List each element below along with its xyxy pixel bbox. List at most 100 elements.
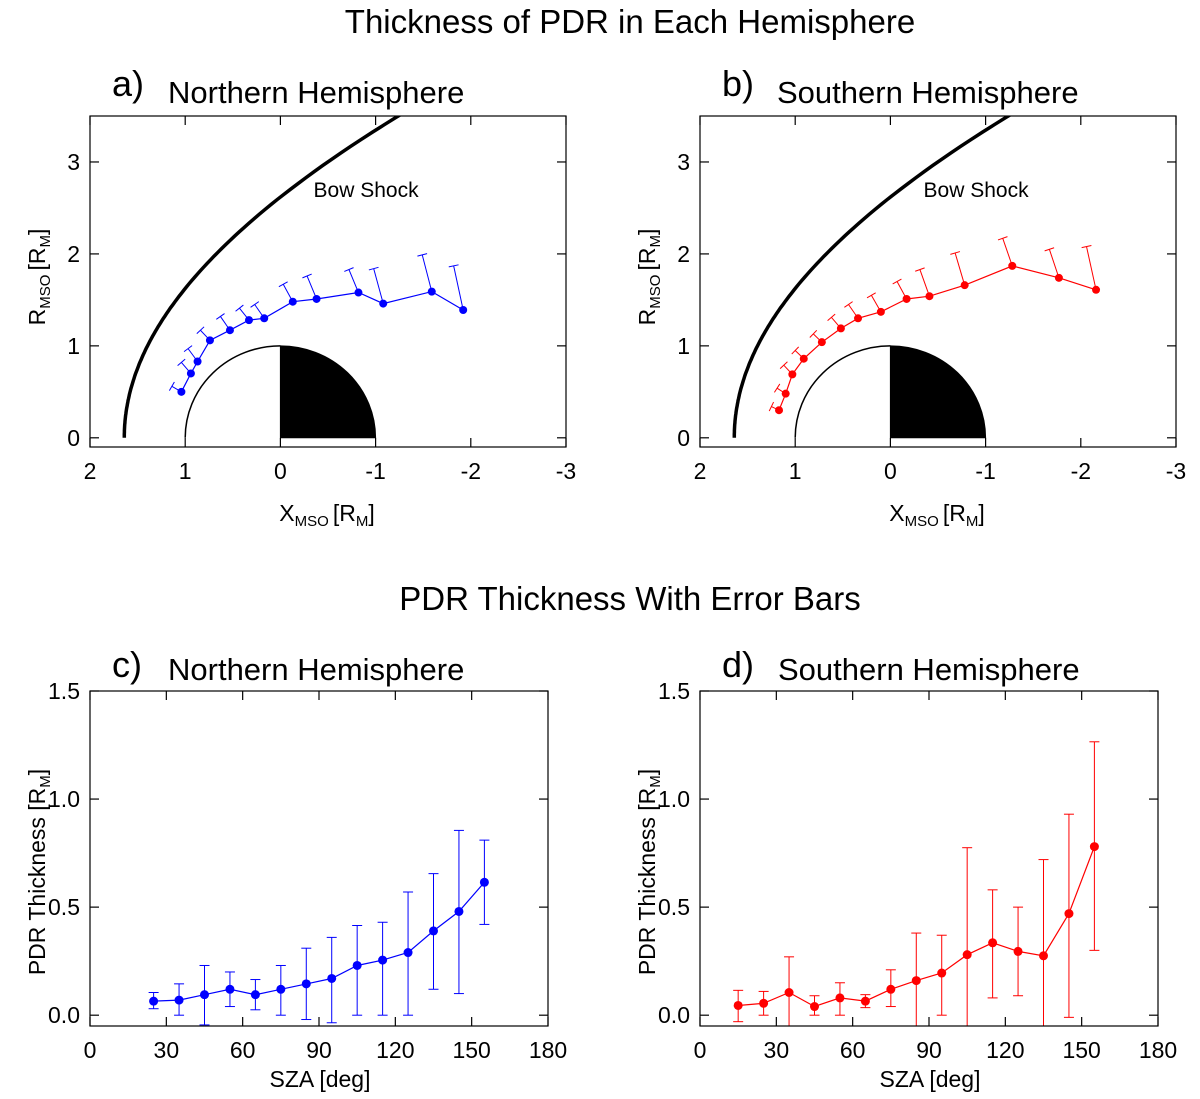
panel-a-error-bar	[306, 275, 318, 300]
panel-d-data-point	[860, 996, 870, 1006]
panel-c-ytick-label: 0.0	[48, 1002, 80, 1028]
panel-b-error-bar	[1002, 238, 1013, 267]
panel-b-xlabel: XMSO [RM]	[889, 500, 984, 530]
panel-d-data-point	[810, 1002, 819, 1012]
panel-b-error-cap	[827, 313, 836, 322]
panel-b-error-cap	[844, 301, 853, 308]
panel-c-ytick-label: 1.5	[48, 678, 80, 704]
panel-d-data-point	[1013, 946, 1023, 956]
panel-d-ytick-label: 0.0	[658, 1002, 690, 1028]
panel-a-error-bar	[373, 268, 384, 304]
panel-a-error-cap	[177, 358, 186, 367]
panel-b-xtick-label: -3	[1166, 458, 1186, 484]
panel-c-data-point	[301, 979, 311, 989]
panel-b-ytick-label: 2	[677, 241, 690, 267]
panel-c-xtick-label: 60	[230, 1037, 256, 1063]
panel-b-error-bar	[1086, 246, 1097, 290]
figure-top-title: Thickness of PDR in Each Hemisphere	[345, 3, 915, 40]
panel-c-xtick-label: 180	[529, 1037, 567, 1063]
panel-b-error-cap	[892, 278, 902, 285]
panel-d-xtick-label: 120	[986, 1037, 1024, 1063]
panel-b-data-point	[781, 389, 790, 398]
panel-b-ytick-label: 1	[677, 333, 690, 359]
panel-c-series-line	[153, 881, 485, 1002]
panel-a-error-cap	[344, 267, 354, 272]
panel-c-data-point	[225, 984, 235, 994]
panel-a-planet-dayside	[184, 345, 281, 438]
panel-d-ylabel: PDR Thickness [RM]	[634, 769, 664, 975]
panel-d-xtick-label: 90	[916, 1037, 942, 1063]
panel-c-data-point	[429, 926, 438, 936]
panel-b-error-cap	[779, 361, 788, 369]
panel-c-data-point	[479, 877, 489, 887]
panel-b-data-point	[1092, 285, 1101, 294]
panel-d: d) Southern Hemisphere 0 30 60 90 120 150 1800…	[634, 644, 1177, 1092]
panel-b-xtick-label: -2	[1071, 458, 1091, 484]
panel-b-planet-nightside	[889, 345, 987, 439]
panel-b-error-cap	[915, 267, 925, 272]
panel-d-data-point	[733, 1000, 743, 1010]
panel-b-error-cap	[768, 401, 775, 412]
panel-a-data-point	[193, 357, 202, 366]
panel-a-clipped	[122, 116, 402, 439]
panel-b-data-point	[799, 354, 808, 363]
panel-d-xtick-label: 150	[1062, 1037, 1100, 1063]
panel-a-data-point	[244, 316, 253, 325]
panel-a-data-point	[260, 314, 269, 323]
panel-a-ytick-label: 1	[67, 333, 80, 359]
panel-d-plot: 0 30 60 90 120 150 180 0.0 0.5 1.0 1.5	[658, 678, 1177, 1063]
panel-d-tag: d)	[722, 644, 754, 685]
panel-a-data-point	[177, 387, 186, 396]
panel-a-bow-shock-label: Bow Shock	[314, 179, 420, 202]
panel-a-ytick-label: 0	[67, 425, 80, 451]
panel-b-data-point	[788, 370, 797, 379]
panel-a-ytick-label: 2	[67, 241, 80, 267]
panel-c-tag: c)	[112, 644, 142, 685]
panel-d-ytick-label: 1.0	[658, 786, 690, 812]
panel-a-xlabel: XMSO [RM]	[279, 500, 374, 530]
panel-b-error-cap	[866, 292, 876, 299]
panel-a-error-cap	[417, 253, 428, 257]
panel-c-plot: 0 30 60 90 120 150 180 0.0 0.5 1.0 1.5	[48, 678, 567, 1063]
panel-c-data-point	[378, 955, 388, 965]
panel-b-ytick-label: 3	[677, 149, 690, 175]
panel-a-error-cap	[196, 326, 205, 335]
panel-c-xtick-label: 150	[452, 1037, 490, 1063]
panel-c-frame	[89, 690, 549, 1027]
panel-d-xtick-label: 60	[840, 1037, 866, 1063]
panel-d-data-point	[937, 968, 947, 978]
panel-b-plot: Bow Shock 2 1 0 -1 -2 -3 0 1 2 3	[677, 115, 1186, 484]
panel-a-error-cap	[278, 281, 288, 288]
panel-b-data-point	[925, 292, 934, 301]
panel-d-ytick-label: 0.5	[658, 894, 690, 920]
panel-c: c) Northern Hemisphere 0 30 60 90 120 150 1800…	[24, 644, 567, 1092]
panel-b-data-point	[1054, 273, 1063, 282]
panel-c-xtick-label: 120	[376, 1037, 414, 1063]
panel-b-bow-shock-label: Bow Shock	[924, 179, 1030, 202]
panel-d-xtick-label: 0	[694, 1037, 707, 1063]
panel-c-data-point	[454, 906, 464, 916]
panel-a-planet-nightside	[279, 345, 377, 439]
panel-b-error-cap	[791, 346, 800, 355]
panel-a-xtick-label: 2	[84, 458, 97, 484]
panel-a-error-bar	[348, 269, 359, 293]
panel-d-title: Southern Hemisphere	[778, 652, 1080, 687]
panel-b-error-cap	[950, 251, 961, 255]
panel-b-ytick-label: 0	[677, 425, 690, 451]
panel-c-data-point	[174, 995, 184, 1005]
panel-a-data-point	[205, 336, 214, 345]
panel-a-xtick-label: -2	[461, 458, 481, 484]
panel-c-data-point	[327, 973, 337, 983]
panel-b-xtick-label: 2	[694, 458, 707, 484]
panel-d-data-point	[835, 993, 845, 1003]
panel-c-data-point	[276, 984, 286, 994]
panel-c-data-point	[200, 990, 209, 1000]
panel-b-data-point	[1008, 261, 1017, 270]
panel-a-title: Northern Hemisphere	[168, 75, 464, 110]
panel-b-error-cap	[1044, 247, 1055, 252]
panel-c-ytick-label: 1.0	[48, 786, 80, 812]
panel-a: a) Northern Hemisphere Bow Shock 2 1 0 -1 -2 -…	[24, 63, 576, 530]
panel-b-error-bar	[954, 252, 966, 286]
panel-d-data-point	[1039, 951, 1048, 961]
panel-a-data-point	[427, 287, 436, 296]
